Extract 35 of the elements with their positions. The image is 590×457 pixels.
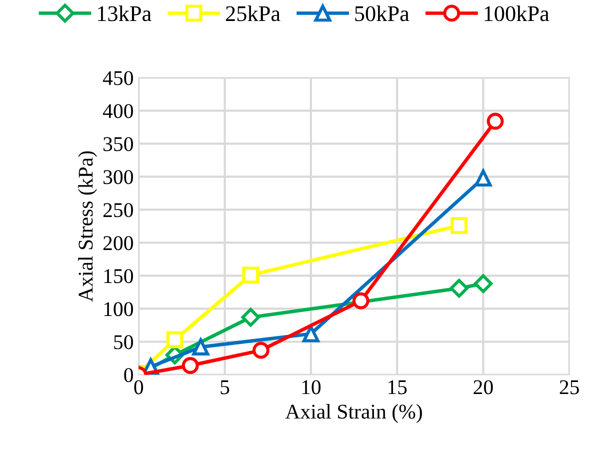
y-tick-label: 50 xyxy=(114,335,133,350)
legend-label: 25kPa xyxy=(226,6,280,22)
point xyxy=(450,278,468,298)
x-tick-label: 0 xyxy=(134,380,144,394)
x-tick-label: 20 xyxy=(474,380,493,394)
x-tick-label: 15 xyxy=(388,380,407,394)
y-tick-label: 350 xyxy=(104,137,133,152)
y-tick-label: 450 xyxy=(102,71,133,86)
y-tick-label: 250 xyxy=(103,203,133,218)
x-axis-title: Axial Strain (%) xyxy=(285,404,422,423)
y-tick-label: 400 xyxy=(102,104,133,118)
point xyxy=(450,217,468,234)
legend-label: 13kPa xyxy=(98,6,152,22)
y-tick-label: 100 xyxy=(104,302,133,316)
point xyxy=(182,357,199,374)
legend-label: 50kPa xyxy=(355,6,410,22)
point xyxy=(241,308,260,327)
point xyxy=(352,292,370,310)
y-tick-label: 200 xyxy=(103,236,133,250)
x-tick-label: 5 xyxy=(220,380,230,394)
legend-label: 100kPa xyxy=(484,6,550,22)
x-tick-label: 25 xyxy=(560,380,579,394)
y-axis-title: Axial Stress (kPa) xyxy=(78,151,97,302)
y-tick-label: 300 xyxy=(104,170,133,184)
point xyxy=(252,342,270,359)
point xyxy=(242,266,260,284)
y-tick-label: 0 xyxy=(124,368,133,382)
point xyxy=(474,274,493,294)
x-tick-label: 10 xyxy=(302,380,321,394)
point xyxy=(486,112,504,130)
point xyxy=(302,325,320,342)
point xyxy=(192,338,210,356)
y-tick-label: 150 xyxy=(104,269,133,284)
point xyxy=(166,331,184,348)
point xyxy=(474,170,492,186)
